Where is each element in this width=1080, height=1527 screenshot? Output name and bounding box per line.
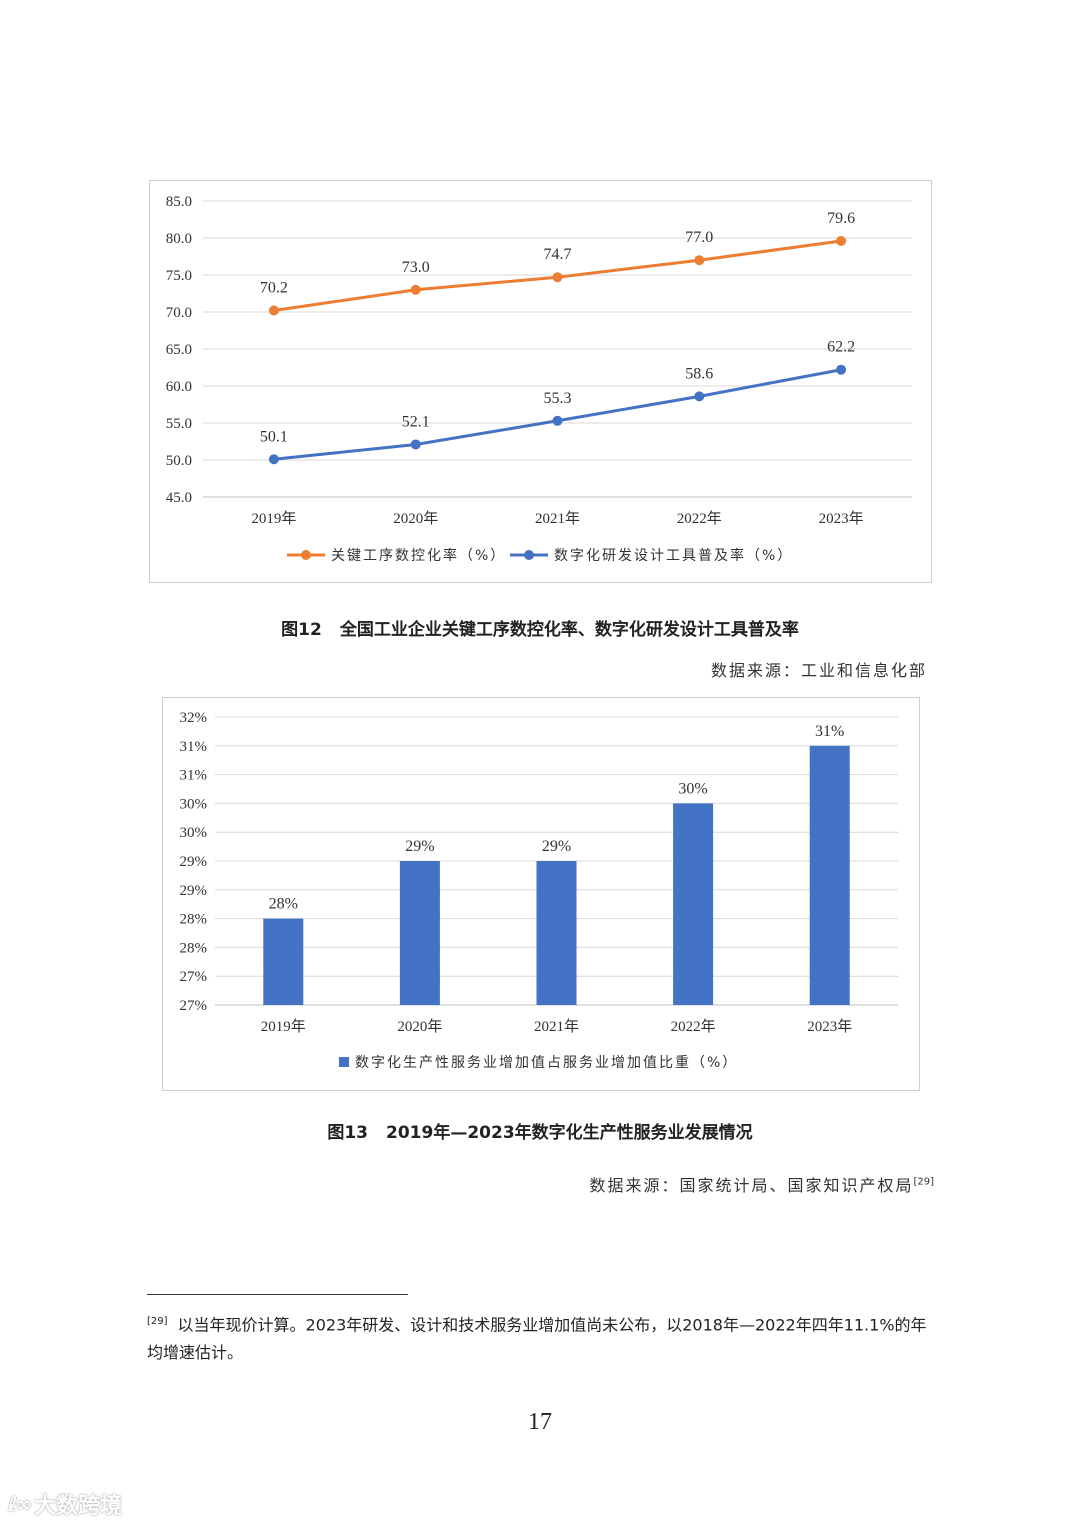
- figure12-caption-text: 全国工业企业关键工序数控化率、数字化研发设计工具普及率: [339, 620, 799, 640]
- footnote-divider: [147, 1294, 408, 1295]
- y-tick-label: 32%: [180, 710, 208, 726]
- figure13-source-text: 数据来源：国家统计局、国家知识产权局: [589, 1176, 914, 1195]
- figure13-source: 数据来源：国家统计局、国家知识产权局[29]: [589, 1172, 934, 1196]
- bar: [399, 861, 440, 1005]
- y-tick-label: 28%: [180, 912, 208, 928]
- y-tick-label: 27%: [180, 969, 208, 985]
- data-label: 74.7: [544, 246, 572, 263]
- data-label: 73.0: [402, 259, 430, 276]
- line-chart-svg: 45.0 50.0 55.0 60.0 65.0 70.0 75.0 80.0 85.0 2019…: [166, 194, 912, 564]
- x-tick-label: 2020年: [393, 510, 438, 527]
- watermark: ℓ∞ 大数跨境: [8, 1489, 122, 1519]
- data-point: [268, 305, 279, 316]
- x-tick-label: 2020年: [397, 1018, 442, 1035]
- y-tick-label: 50.0: [166, 453, 192, 469]
- legend-marker: [301, 550, 311, 560]
- data-label: 50.1: [260, 428, 288, 445]
- figure13-caption-number: 图13: [327, 1123, 369, 1143]
- data-point: [552, 415, 563, 426]
- data-point: [552, 272, 563, 283]
- watermark-logo-icon: ℓ∞: [8, 1492, 32, 1516]
- data-point: [268, 454, 279, 465]
- y-tick-label: 45.0: [166, 490, 192, 506]
- footnote-text: 以当年现价计算。2023年研发、设计和技术服务业增加值尚未公布，以2018年—2…: [147, 1315, 927, 1363]
- page-number: 17: [528, 1409, 552, 1435]
- y-tick-label: 65.0: [166, 342, 192, 358]
- figure12-caption: 图12 全国工业企业关键工序数控化率、数字化研发设计工具普及率: [0, 615, 1080, 640]
- x-tick-label: 2021年: [535, 510, 580, 527]
- x-tick-label: 2022年: [671, 1018, 716, 1035]
- legend-swatch: [339, 1057, 349, 1067]
- data-label: 30%: [678, 780, 707, 797]
- data-point: [410, 284, 421, 295]
- data-label: 55.3: [544, 390, 572, 407]
- y-tick-label: 29%: [180, 854, 208, 870]
- data-label: 77.0: [685, 229, 713, 246]
- data-label: 70.2: [260, 280, 288, 297]
- figure12-chart: 45.0 50.0 55.0 60.0 65.0 70.0 75.0 80.0 85.0 2019…: [149, 180, 932, 583]
- data-point: [836, 364, 847, 375]
- legend-label: 关键工序数控化率（%）: [331, 547, 506, 564]
- y-tick-label: 29%: [180, 883, 208, 899]
- data-label: 62.2: [827, 339, 855, 356]
- figure13-caption: 图13 2019年—2023年数字化生产性服务业发展情况: [0, 1118, 1080, 1143]
- x-tick-label: 2023年: [819, 510, 864, 527]
- x-tick-label: 2022年: [677, 510, 722, 527]
- data-point: [694, 391, 705, 402]
- x-tick-label: 2019年: [261, 1018, 306, 1035]
- figure12-source: 数据来源：工业和信息化部: [710, 661, 927, 680]
- bar: [263, 918, 304, 1005]
- bar-chart-svg: 27% 27% 28% 28% 29% 29% 30% 30% 31% 31% 32% 2019年 20…: [180, 710, 898, 1071]
- legend-marker: [524, 550, 534, 560]
- data-point: [836, 235, 847, 246]
- bar: [673, 803, 714, 1005]
- data-label: 58.6: [685, 365, 713, 382]
- watermark-text: 大数跨境: [34, 1494, 123, 1519]
- y-tick-label: 80.0: [166, 231, 192, 247]
- y-tick-label: 70.0: [166, 305, 192, 321]
- data-label: 29%: [405, 838, 434, 855]
- x-tick-label: 2019年: [251, 510, 296, 527]
- y-tick-label: 55.0: [166, 416, 192, 432]
- series-line: [273, 368, 842, 461]
- figure12-caption-number: 图12: [281, 620, 322, 640]
- footnote: [29] 以当年现价计算。2023年研发、设计和技术服务业增加值尚未公布，以201…: [147, 1308, 937, 1367]
- data-label: 31%: [815, 723, 844, 740]
- data-point: [410, 439, 421, 450]
- data-label: 28%: [269, 896, 298, 913]
- legend-label: 数字化生产性服务业增加值占服务业增加值比重（%）: [355, 1055, 738, 1071]
- legend-label: 数字化研发设计工具普及率（%）: [554, 547, 793, 564]
- data-label: 79.6: [827, 210, 855, 227]
- figure13-chart: 27% 27% 28% 28% 29% 29% 30% 30% 31% 31% 32% 2019年 20…: [162, 697, 920, 1091]
- y-tick-label: 30%: [180, 825, 208, 841]
- bar: [536, 861, 577, 1005]
- y-tick-label: 85.0: [166, 194, 192, 210]
- y-tick-label: 60.0: [166, 379, 192, 395]
- data-point: [694, 255, 705, 266]
- data-label: 52.1: [402, 413, 430, 430]
- y-tick-label: 31%: [180, 768, 208, 784]
- y-tick-label: 75.0: [166, 268, 192, 284]
- figure13-source-ref: [29]: [913, 1176, 934, 1188]
- y-tick-label: 27%: [180, 998, 208, 1014]
- figure13-caption-text: 2019年—2023年数字化生产性服务业发展情况: [386, 1123, 753, 1143]
- x-tick-label: 2021年: [534, 1018, 579, 1035]
- y-tick-label: 30%: [180, 796, 208, 812]
- y-tick-label: 28%: [180, 940, 208, 956]
- x-tick-label: 2023年: [807, 1018, 852, 1035]
- bar: [809, 745, 850, 1005]
- footnote-marker: [29]: [147, 1316, 168, 1327]
- data-label: 29%: [542, 838, 571, 855]
- y-tick-label: 31%: [180, 739, 208, 755]
